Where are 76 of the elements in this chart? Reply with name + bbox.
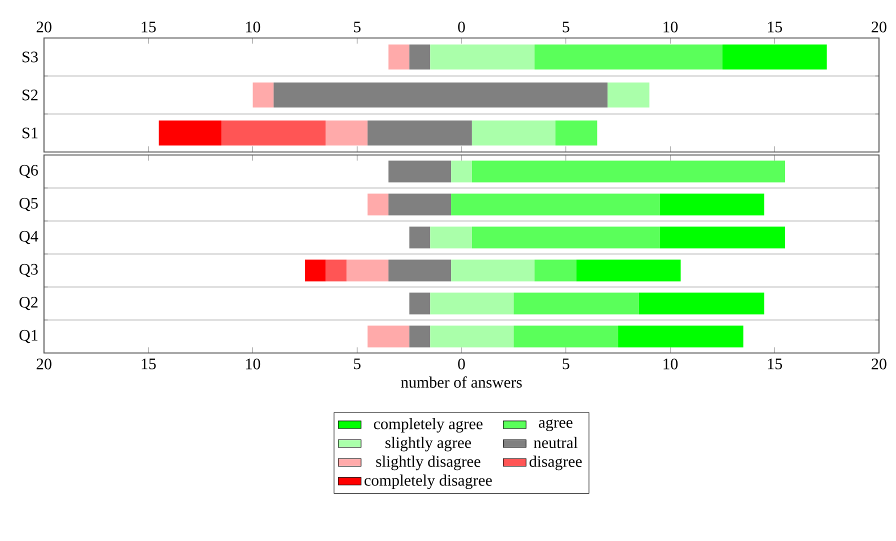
y-tick-label: Q5 <box>20 198 38 212</box>
y-tick-label: S3 <box>22 52 38 62</box>
bar <box>608 82 650 108</box>
bar <box>430 326 514 348</box>
x-tick-label: 10 <box>664 22 678 32</box>
bar <box>409 226 430 248</box>
bar <box>534 260 576 282</box>
bar <box>722 44 827 70</box>
bar <box>472 226 660 248</box>
bar <box>472 160 786 182</box>
x-tick-label: 10 <box>246 22 260 32</box>
bar <box>555 120 598 146</box>
x-tick-label: 5 <box>354 358 361 370</box>
y-tick-label: S2 <box>22 90 38 100</box>
legend-label: completely agree <box>374 418 483 433</box>
bar <box>660 194 764 216</box>
legend-label: agree <box>538 419 572 432</box>
bar <box>326 120 368 146</box>
x-tick-label: 20 <box>872 22 886 32</box>
bar <box>221 120 326 146</box>
x-tick-label: 10 <box>246 358 260 370</box>
bar <box>472 120 556 146</box>
bar <box>274 82 608 108</box>
x-tick-label: 15 <box>142 22 156 32</box>
x-tick-label: 0 <box>458 22 465 32</box>
bar <box>304 260 326 282</box>
bar <box>388 44 410 70</box>
bar <box>430 226 472 248</box>
x-tick-label: 20 <box>36 358 52 370</box>
bar <box>158 120 222 146</box>
bar <box>409 326 430 348</box>
x-tick-label: 15 <box>768 358 782 370</box>
bar <box>388 260 452 282</box>
legend-label: slightly agree <box>386 436 471 452</box>
bar <box>368 194 388 216</box>
x-tick-label: 5 <box>562 358 570 370</box>
bar <box>430 44 535 70</box>
bar <box>368 120 472 146</box>
legend-label: neutral <box>534 436 578 448</box>
bar <box>252 82 274 108</box>
bar <box>618 326 744 348</box>
bar <box>346 260 388 282</box>
legend-label: disagree <box>530 456 582 470</box>
bar <box>451 194 660 216</box>
legend-label: completely disagree <box>364 474 492 490</box>
legend-label: slightly disagree <box>376 456 480 470</box>
x-tick-label: 10 <box>664 358 678 370</box>
bar <box>326 260 347 282</box>
y-tick-label: Q4 <box>20 230 38 244</box>
bar <box>451 260 535 282</box>
bar <box>451 160 472 182</box>
y-tick-label: Q3 <box>20 264 38 278</box>
x-axis-title: number of answers <box>401 376 522 388</box>
x-tick-label: 20 <box>872 358 886 370</box>
x-tick-label: 5 <box>562 22 570 32</box>
x-tick-label: 15 <box>142 358 156 370</box>
bar <box>430 292 514 314</box>
bar <box>409 44 430 70</box>
x-tick-label: 5 <box>354 22 361 32</box>
bar <box>514 292 639 314</box>
bar <box>534 44 722 70</box>
bar <box>660 226 786 248</box>
bar <box>409 292 430 314</box>
x-tick-label: 0 <box>458 358 465 370</box>
bar <box>514 326 618 348</box>
x-tick-label: 20 <box>36 22 52 32</box>
bar <box>388 194 452 216</box>
y-tick-label: Q6 <box>20 164 38 178</box>
y-tick-label: S1 <box>22 128 38 138</box>
bar <box>576 260 681 282</box>
bar <box>368 326 410 348</box>
bar <box>388 160 452 182</box>
y-tick-label: Q2 <box>20 296 38 310</box>
bar <box>638 292 764 314</box>
x-tick-label: 15 <box>768 22 782 32</box>
y-tick-label: Q1 <box>20 330 38 344</box>
